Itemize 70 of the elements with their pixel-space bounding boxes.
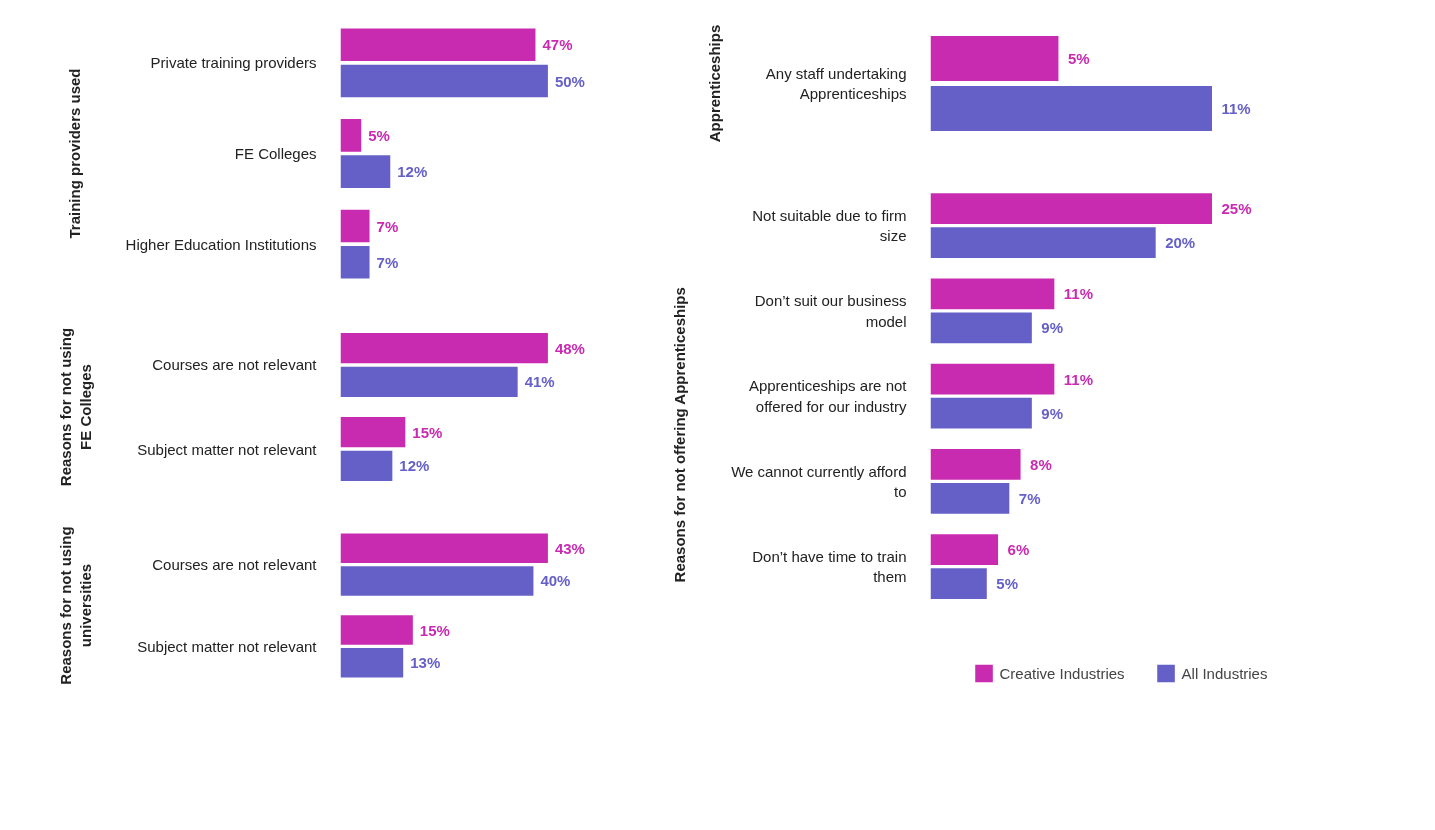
bar <box>340 533 548 563</box>
data-label: 9% <box>1041 404 1064 422</box>
bar <box>340 366 518 397</box>
data-label: 9% <box>1041 319 1064 337</box>
bar <box>930 278 1055 310</box>
y-axis-title: Reasons for not offering Apprenticeships <box>671 287 689 583</box>
data-label: 6% <box>1007 541 1030 559</box>
bar <box>340 28 536 62</box>
bar <box>340 333 548 364</box>
data-label: 5% <box>996 575 1018 593</box>
bar <box>930 193 1212 224</box>
legend-label: All Industries <box>1181 664 1268 682</box>
bar <box>930 227 1156 259</box>
bar <box>340 64 548 98</box>
bar <box>340 615 413 645</box>
bar <box>340 450 393 481</box>
data-label: 48% <box>554 339 585 357</box>
y-tick-label: Courses are not relevant <box>152 356 318 374</box>
data-label: 7% <box>376 217 399 235</box>
data-label: 41% <box>524 373 555 391</box>
bar <box>930 534 999 565</box>
data-label: 5% <box>368 126 390 144</box>
y-tick-label: Don’t suit our business model <box>754 292 907 330</box>
y-tick-label: Courses are not relevant <box>152 556 318 574</box>
data-label: 11% <box>1221 100 1251 117</box>
bar <box>340 245 370 279</box>
bar <box>340 417 406 448</box>
y-axis-title: Reasons for not using universities <box>56 526 95 685</box>
data-label: 20% <box>1165 234 1196 252</box>
y-tick-label: Apprenticeships are not offered for our industry <box>748 377 908 415</box>
data-label: 7% <box>376 253 399 271</box>
y-tick-label: Subject matter not relevant <box>137 440 318 458</box>
data-label: 13% <box>410 654 441 672</box>
bar <box>930 397 1032 429</box>
data-label: 40% <box>540 572 571 590</box>
y-tick-label: Subject matter not relevant <box>137 637 318 655</box>
bar <box>340 119 362 152</box>
y-axis-title: Reasons for not using FE Colleges <box>56 327 95 487</box>
data-label: 7% <box>1018 489 1041 507</box>
y-tick-label: Not suitable due to firm size <box>752 206 907 245</box>
data-label: 15% <box>412 423 443 441</box>
y-tick-label: Any staff undertaking Apprenticeships <box>765 64 907 103</box>
data-label: 8% <box>1030 455 1052 473</box>
bar <box>340 566 534 596</box>
legend-label: Creative Industries <box>999 664 1125 682</box>
bar <box>340 155 391 188</box>
bar <box>930 483 1010 514</box>
bar <box>930 568 987 600</box>
y-tick-label: Don’t have time to train them <box>752 547 907 586</box>
data-label: 50% <box>554 72 585 90</box>
data-label: 47% <box>542 36 573 54</box>
y-tick-label: Private training providers <box>150 54 317 72</box>
data-label: 25% <box>1221 200 1252 218</box>
bar <box>340 648 404 678</box>
data-label: 12% <box>399 457 430 475</box>
y-tick-label: FE Colleges <box>234 145 317 162</box>
y-tick-label: We cannot currently afford to <box>731 462 907 501</box>
data-label: 5% <box>1067 50 1090 67</box>
data-label: 43% <box>554 539 585 557</box>
y-axis-title: Training providers used <box>65 68 83 239</box>
y-axis-title: Apprenticeships <box>705 24 723 143</box>
data-label: 15% <box>419 621 450 639</box>
data-label: 11% <box>1063 285 1094 303</box>
data-label: 11% <box>1063 370 1094 388</box>
bar <box>930 312 1032 344</box>
bar <box>930 363 1055 395</box>
y-tick-label: Higher Education Institutions <box>125 235 317 253</box>
data-label: 12% <box>397 163 428 181</box>
bar <box>930 448 1021 480</box>
bar <box>340 209 370 243</box>
